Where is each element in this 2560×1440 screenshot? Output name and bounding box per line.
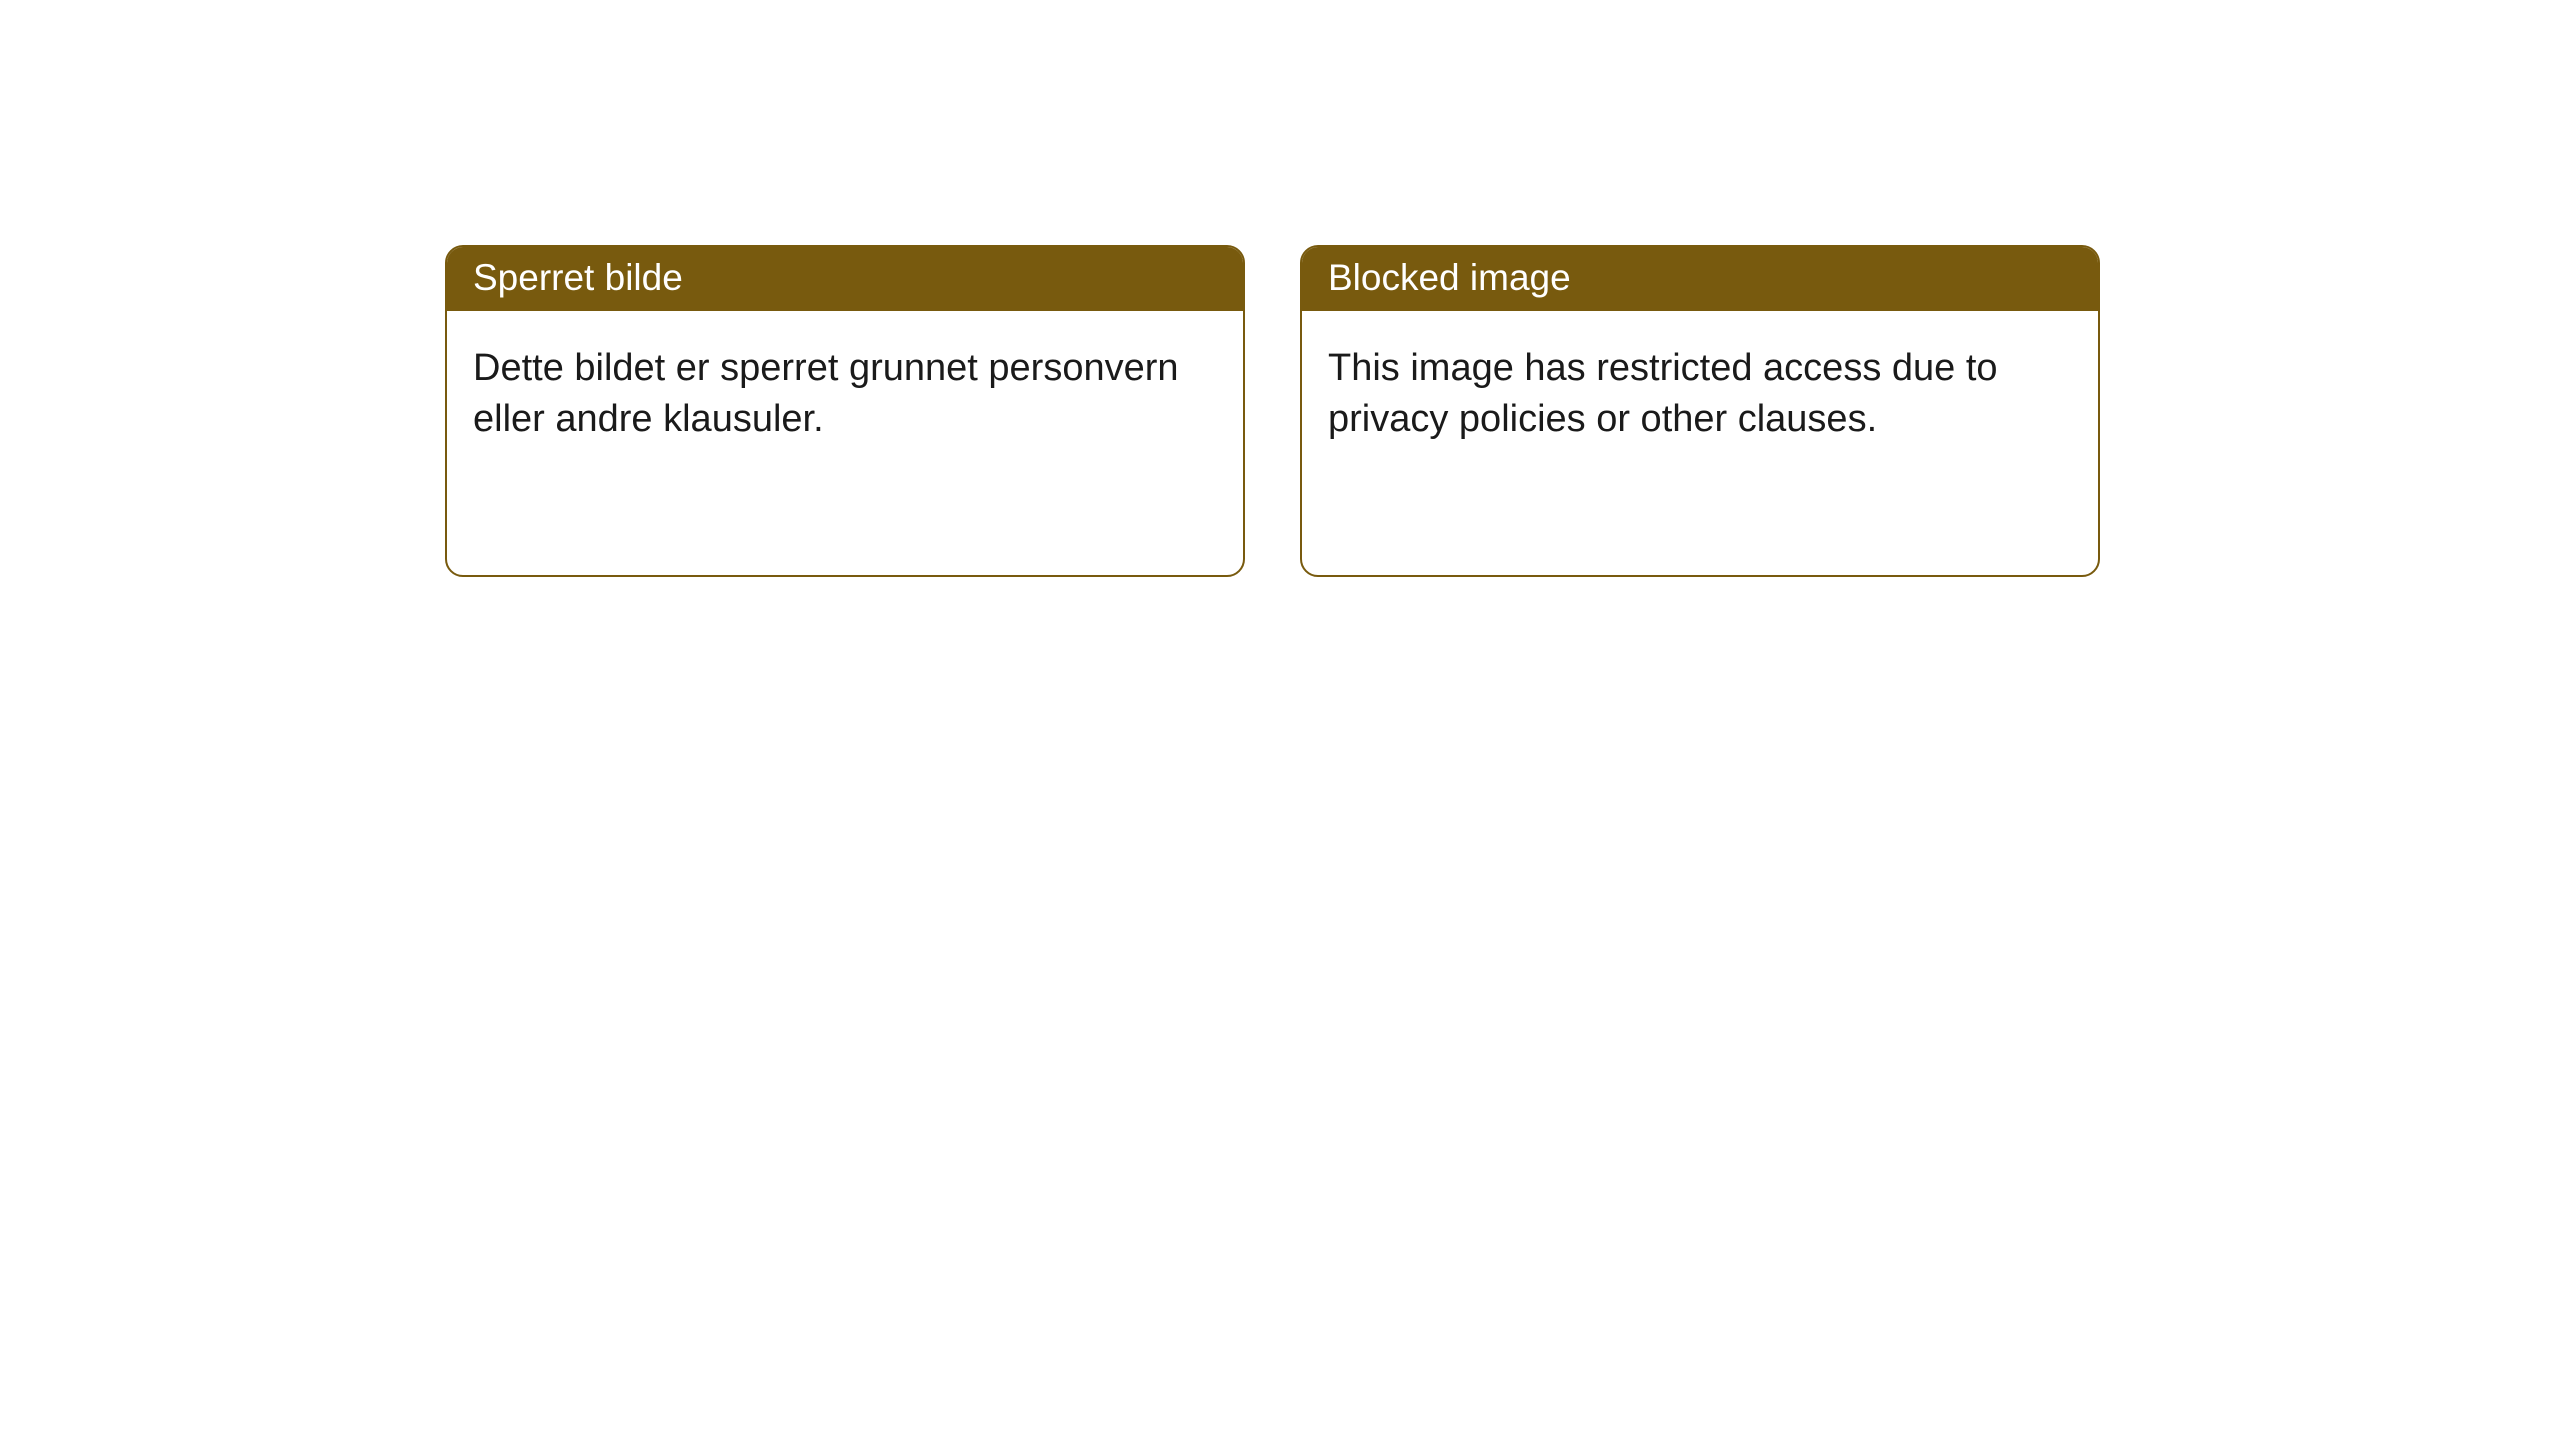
notice-container: Sperret bilde Dette bildet er sperret gr… xyxy=(0,0,2560,577)
card-title: Sperret bilde xyxy=(473,257,683,298)
card-body-norwegian: Dette bildet er sperret grunnet personve… xyxy=(447,311,1243,478)
card-body-text: Dette bildet er sperret grunnet personve… xyxy=(473,347,1179,440)
notice-card-norwegian: Sperret bilde Dette bildet er sperret gr… xyxy=(445,245,1245,577)
card-header-norwegian: Sperret bilde xyxy=(447,247,1243,311)
card-header-english: Blocked image xyxy=(1302,247,2098,311)
card-body-english: This image has restricted access due to … xyxy=(1302,311,2098,478)
card-title: Blocked image xyxy=(1328,257,1571,298)
card-body-text: This image has restricted access due to … xyxy=(1328,347,1998,440)
notice-card-english: Blocked image This image has restricted … xyxy=(1300,245,2100,577)
